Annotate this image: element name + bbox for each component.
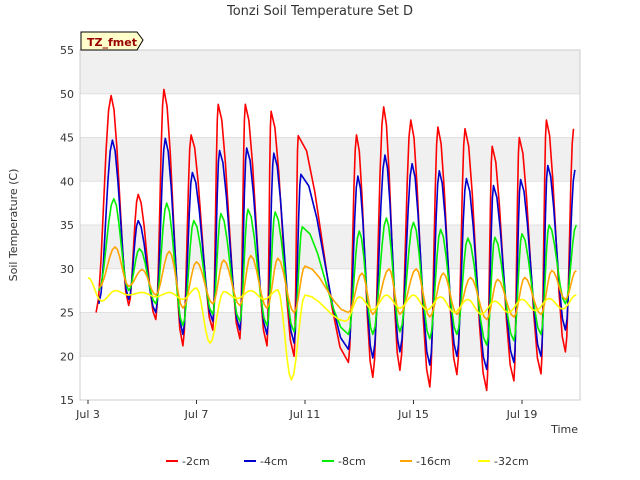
grid-band	[80, 50, 580, 94]
series-line-4cm	[98, 137, 576, 371]
y-tick-label: 55	[60, 44, 74, 57]
y-tick-label: 40	[60, 175, 74, 188]
grid-band	[80, 225, 580, 269]
series-line-32cm	[87, 276, 577, 381]
x-axis-ticks: Jul 3 Jul 7 Jul 11 Jul 15 Jul 19	[75, 400, 537, 421]
legend-label: -16cm	[416, 455, 451, 468]
legend-label: -2cm	[182, 455, 210, 468]
series-line-16cm	[98, 246, 577, 321]
y-tick-label: 30	[60, 263, 74, 276]
series-line-8cm	[98, 198, 578, 346]
legend-label: -32cm	[494, 455, 529, 468]
legend: -2cm -4cm -8cm -16cm -32cm	[166, 455, 529, 468]
annotation-label: TZ_fmet	[87, 36, 137, 49]
x-axis-label: Time	[550, 423, 578, 436]
annotation-box-shape	[80, 31, 144, 51]
x-tick-label: Jul 3	[75, 408, 100, 421]
y-tick-label: 15	[60, 394, 74, 407]
y-axis-label: Soil Temperature (C)	[7, 169, 20, 282]
y-tick-label: 25	[60, 307, 74, 320]
series-layer	[87, 88, 578, 392]
x-tick-label: Jul 11	[289, 408, 321, 421]
plot-frame	[79, 49, 581, 401]
legend-label: -8cm	[338, 455, 366, 468]
grid-bands	[80, 50, 580, 357]
chart-title: Tonzi Soil Temperature Set D	[226, 4, 413, 19]
x-tick-label: Jul 19	[506, 408, 538, 421]
y-tick-label: 35	[60, 219, 74, 232]
x-tick-label: Jul 7	[184, 408, 209, 421]
y-tick-label: 20	[60, 350, 74, 363]
annotation-box: TZ_fmet	[80, 31, 144, 51]
y-tick-label: 45	[60, 132, 74, 145]
grid-band	[80, 312, 580, 357]
y-tick-label: 50	[60, 88, 74, 101]
legend-label: -4cm	[260, 455, 288, 468]
x-tick-label: Jul 15	[397, 408, 429, 421]
grid-band	[80, 137, 580, 182]
y-axis-ticks: 15 20 25 30 35 40 45 50 55	[60, 44, 74, 407]
